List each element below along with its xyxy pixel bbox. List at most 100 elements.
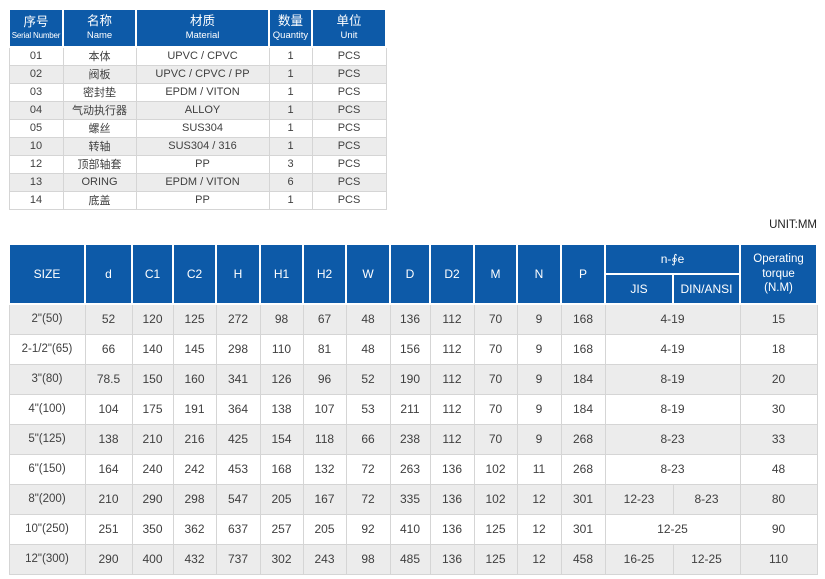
dim-cell-value: 184 <box>560 393 606 425</box>
parts-cell-serial: 13 <box>8 172 64 192</box>
dim-cell-value: 136 <box>429 453 475 485</box>
dim-cell-value: 301 <box>560 483 606 515</box>
dim-cell-value: 70 <box>473 423 518 455</box>
dim-header-torque: Operating torque (N.M) <box>739 243 819 305</box>
dim-cell-value: 168 <box>560 333 606 365</box>
dim-cell-value: 251 <box>84 513 133 545</box>
dim-cell-value: 110 <box>259 333 304 365</box>
dim-table-row: 8"(200) 210 290 298 547 205 167 72 335 136 102 12 30… <box>8 483 818 515</box>
parts-cell-material: UPVC / CPVC / PP <box>135 64 270 84</box>
parts-cell-name: 螺丝 <box>62 118 137 138</box>
dim-cell-value: 9 <box>516 423 562 455</box>
dim-cell-value: 272 <box>215 303 261 335</box>
dim-cell-value: 53 <box>345 393 391 425</box>
dim-header-row-1: SIZE d C1 C2 H H1 H2 W D D2 M N P n-∮e O… <box>8 243 819 305</box>
dim-cell-size: 10"(250) <box>8 513 86 545</box>
dim-cell-value: 98 <box>259 303 304 335</box>
dim-cell-value: 268 <box>560 453 606 485</box>
dim-cell-value: 138 <box>84 423 133 455</box>
parts-cell-unit: PCS <box>311 100 387 120</box>
dim-cell-value: 263 <box>389 453 431 485</box>
dim-cell-value: 81 <box>302 333 347 365</box>
dim-cell-value: 70 <box>473 333 518 365</box>
dim-table-row: 10"(250) 251 350 362 637 257 205 92 410 136 125 12 3… <box>8 513 818 545</box>
parts-cell-unit: PCS <box>311 118 387 138</box>
dim-cell-torque: 80 <box>739 483 818 515</box>
dim-cell-value: 70 <box>473 303 518 335</box>
dim-header-d2: D2 <box>429 243 475 305</box>
dim-cell-value: 242 <box>172 453 217 485</box>
parts-header-material-zh: 材质 <box>189 14 215 29</box>
dim-cell-value: 205 <box>302 513 347 545</box>
dim-cell-value: 547 <box>215 483 261 515</box>
dim-cell-torque: 90 <box>739 513 818 545</box>
dim-cell-value: 52 <box>345 363 391 395</box>
dim-header-c1: C1 <box>131 243 174 305</box>
dim-cell-torque: 15 <box>739 303 818 335</box>
dim-cell-value: 191 <box>172 393 217 425</box>
dim-cell-value: 298 <box>215 333 261 365</box>
dim-cell-value: 96 <box>302 363 347 395</box>
parts-cell-name: 底盖 <box>62 190 137 210</box>
dim-cell-value: 190 <box>389 363 431 395</box>
dim-cell-value: 9 <box>516 303 562 335</box>
dim-cell-value: 112 <box>429 363 475 395</box>
dim-cell-value: 98 <box>345 543 391 575</box>
parts-header-material-en: Material <box>185 29 220 41</box>
parts-table-row: 14 底盖 PP 1 PCS <box>8 190 387 210</box>
dim-cell-size: 12"(300) <box>8 543 86 575</box>
dim-cell-value: 70 <box>473 393 518 425</box>
dim-cell-torque: 30 <box>739 393 818 425</box>
dim-table-row: 2"(50) 52 120 125 272 98 67 48 136 112 70 9 168 4-19 1… <box>8 303 818 335</box>
dim-cell-value: 243 <box>302 543 347 575</box>
dim-cell-size: 2"(50) <box>8 303 86 335</box>
parts-cell-unit: PCS <box>311 172 387 192</box>
parts-cell-quantity: 1 <box>268 82 313 102</box>
dim-cell-value: 126 <box>259 363 304 395</box>
dim-cell-value: 168 <box>560 303 606 335</box>
dim-cell-bolt-holes: 4-19 <box>604 303 741 335</box>
dim-cell-torque: 33 <box>739 423 818 455</box>
dim-cell-value: 72 <box>345 483 391 515</box>
parts-cell-serial: 05 <box>8 118 64 138</box>
dim-cell-value: 9 <box>516 333 562 365</box>
parts-cell-quantity: 3 <box>268 154 313 174</box>
parts-cell-unit: PCS <box>311 64 387 84</box>
dim-cell-value: 301 <box>560 513 606 545</box>
dim-cell-value: 67 <box>302 303 347 335</box>
parts-cell-serial: 04 <box>8 100 64 120</box>
parts-header-serial-en: Serial Number <box>11 30 61 40</box>
dim-cell-value: 302 <box>259 543 304 575</box>
dim-cell-value: 268 <box>560 423 606 455</box>
dim-cell-value: 125 <box>172 303 217 335</box>
parts-cell-unit: PCS <box>311 154 387 174</box>
parts-cell-serial: 14 <box>8 190 64 210</box>
parts-table-row: 12 顶部轴套 PP 3 PCS <box>8 154 387 174</box>
parts-cell-material: UPVC / CPVC <box>135 46 270 66</box>
dim-cell-bolt-holes: 8-19 <box>604 363 741 395</box>
dim-cell-value: 485 <box>389 543 431 575</box>
parts-header-unit-zh: 单位 <box>336 14 362 29</box>
dim-cell-torque: 18 <box>739 333 818 365</box>
dim-table-row: 3"(80) 78.5 150 160 341 126 96 52 190 112 70 9 184 8-… <box>8 363 818 395</box>
parts-header-unit: 单位 Unit <box>311 8 387 48</box>
parts-header-serial-zh: 序号 <box>23 15 49 30</box>
parts-table-row: 01 本体 UPVC / CPVC 1 PCS <box>8 46 387 66</box>
parts-cell-material: PP <box>135 190 270 210</box>
dim-cell-value: 210 <box>131 423 174 455</box>
parts-cell-material: SUS304 / 316 <box>135 136 270 156</box>
dim-cell-value: 112 <box>429 303 475 335</box>
dim-header-c2: C2 <box>172 243 217 305</box>
parts-cell-material: SUS304 <box>135 118 270 138</box>
dim-header-h2: H2 <box>302 243 347 305</box>
dim-cell-value: 156 <box>389 333 431 365</box>
parts-header-serial: 序号 Serial Number <box>8 8 64 48</box>
dim-cell-size: 4"(100) <box>8 393 86 425</box>
dim-cell-value: 458 <box>560 543 606 575</box>
dim-cell-value: 125 <box>473 513 518 545</box>
dim-cell-value: 70 <box>473 363 518 395</box>
parts-table: 序号 Serial Number 名称 Name 材质 Material 数量 … <box>8 8 387 210</box>
dim-cell-value: 168 <box>259 453 304 485</box>
dim-header-bolt-group: n-∮e <box>603 243 742 275</box>
dim-cell-value: 140 <box>131 333 174 365</box>
